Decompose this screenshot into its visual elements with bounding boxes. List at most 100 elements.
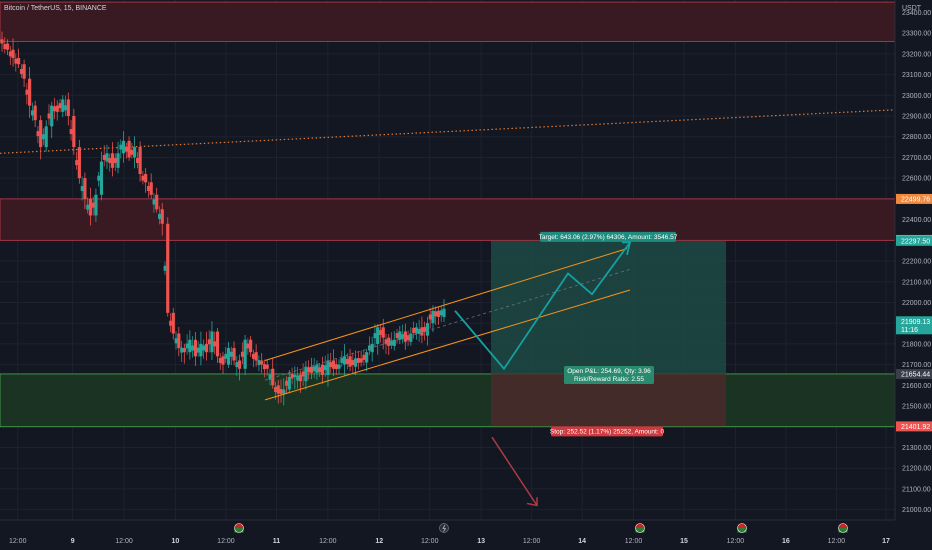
candle-body [3,44,7,50]
candle-body [323,365,327,371]
candle-body [77,147,81,179]
flag-icon-bottom [234,528,244,533]
candle-body [229,351,233,357]
candle-body [390,340,393,346]
candle-body [409,333,413,342]
price-tick-label: 21100.00 [902,486,931,493]
candle-body [276,385,280,394]
candle-body [307,367,311,373]
candle-body [64,105,67,111]
candle-body [226,348,231,365]
flag-icon-bottom [838,528,848,533]
candle-body [174,338,178,344]
candle-body [97,175,101,181]
lightning-icon-circle [439,523,449,533]
price-axis-bg [895,0,932,550]
time-axis-bg [0,520,932,550]
candle-body [102,154,106,160]
candle-body [177,333,181,349]
candle-body [309,366,313,373]
candle-body [188,339,192,353]
candle-body [105,153,109,162]
parallel-channel[interactable] [264,248,631,401]
price-tick-label: 23300.00 [902,31,931,38]
candle-body [406,335,410,341]
price-tick-label: 21200.00 [902,466,931,473]
candle-body [149,182,153,195]
candle-body [14,58,18,64]
candle-body [271,368,275,386]
time-tick-label: 13 [477,538,485,545]
candle-body [403,331,407,342]
projection-arrowhead [622,241,632,256]
flag-icon-ring [234,523,244,533]
candle-body [414,327,418,334]
currency-label: USDT [902,5,922,12]
candle-body [22,64,26,79]
candle-body [417,328,421,334]
candle-body [155,194,159,210]
candle-body [191,345,195,351]
candle-body [11,49,15,59]
candle-body [354,358,358,367]
candle-body [243,339,247,369]
time-tick-label: 11 [273,538,281,545]
price-tick-label: 22400.00 [902,217,931,224]
candle-body [265,364,269,369]
candle-body [263,364,266,370]
candle-body [356,357,360,363]
candle-body [171,312,175,334]
candle-body [213,341,217,347]
candle-body [119,144,123,150]
time-tick-label: 12:00 [217,538,235,545]
candle-body [147,186,150,192]
candle-body [334,364,338,370]
time-tick-label: 10 [172,538,180,545]
price-tag [896,369,932,380]
price-axis[interactable]: 21000.0021100.0021200.0021300.0021400.00… [894,0,932,550]
projection-path[interactable] [454,241,632,371]
candle-body [425,323,430,336]
open-label-line2: Risk/Reward Ratio: 2.55 [574,376,644,383]
candle-body [36,131,40,137]
lightning-icon-bolt [442,524,447,532]
candle-body [249,339,253,353]
candle-body [221,356,225,365]
time-axis[interactable]: 12:00 9 12:00 10 12:00 11 12:00 12 12:00 13 12:00 1… [0,519,932,550]
candle-body [351,360,355,366]
trendline-dotted[interactable] [0,109,896,154]
earnings-flag-icon [838,523,848,533]
candle-body [182,348,186,353]
candle-body [66,99,70,117]
candle-body [296,375,299,381]
candle-body [75,160,78,166]
down-arrow-shaft [491,436,538,506]
candle-body [83,178,87,199]
price-tick-label: 21600.00 [902,383,931,390]
flag-icon-bottom [737,528,747,533]
candle-body [392,339,396,346]
long-position-tool[interactable]: Target: 643.06 (2.97%) 64306, Amount: 35… [491,231,726,437]
candle-body [304,366,308,382]
candle-body [199,343,203,357]
candle-body [312,366,316,372]
candle-body [58,103,62,109]
candle-body [80,186,84,192]
candle-body [91,202,95,208]
candle-body [268,374,272,380]
price-tag [896,235,932,246]
candle-body [210,331,214,353]
candle-body [28,78,32,106]
price-tag [896,193,932,204]
earnings-flag-icon [737,523,747,533]
candle-body [232,348,236,361]
down-arrow-drawing[interactable] [491,436,538,507]
price-tag-countdown: 11:16 [901,327,918,334]
candle-body [439,310,443,316]
price-tick-label: 22100.00 [902,279,931,286]
candle-body [320,364,325,375]
time-tick-label: 14 [578,538,586,545]
candle-body [72,116,76,148]
candle-body [141,175,145,181]
